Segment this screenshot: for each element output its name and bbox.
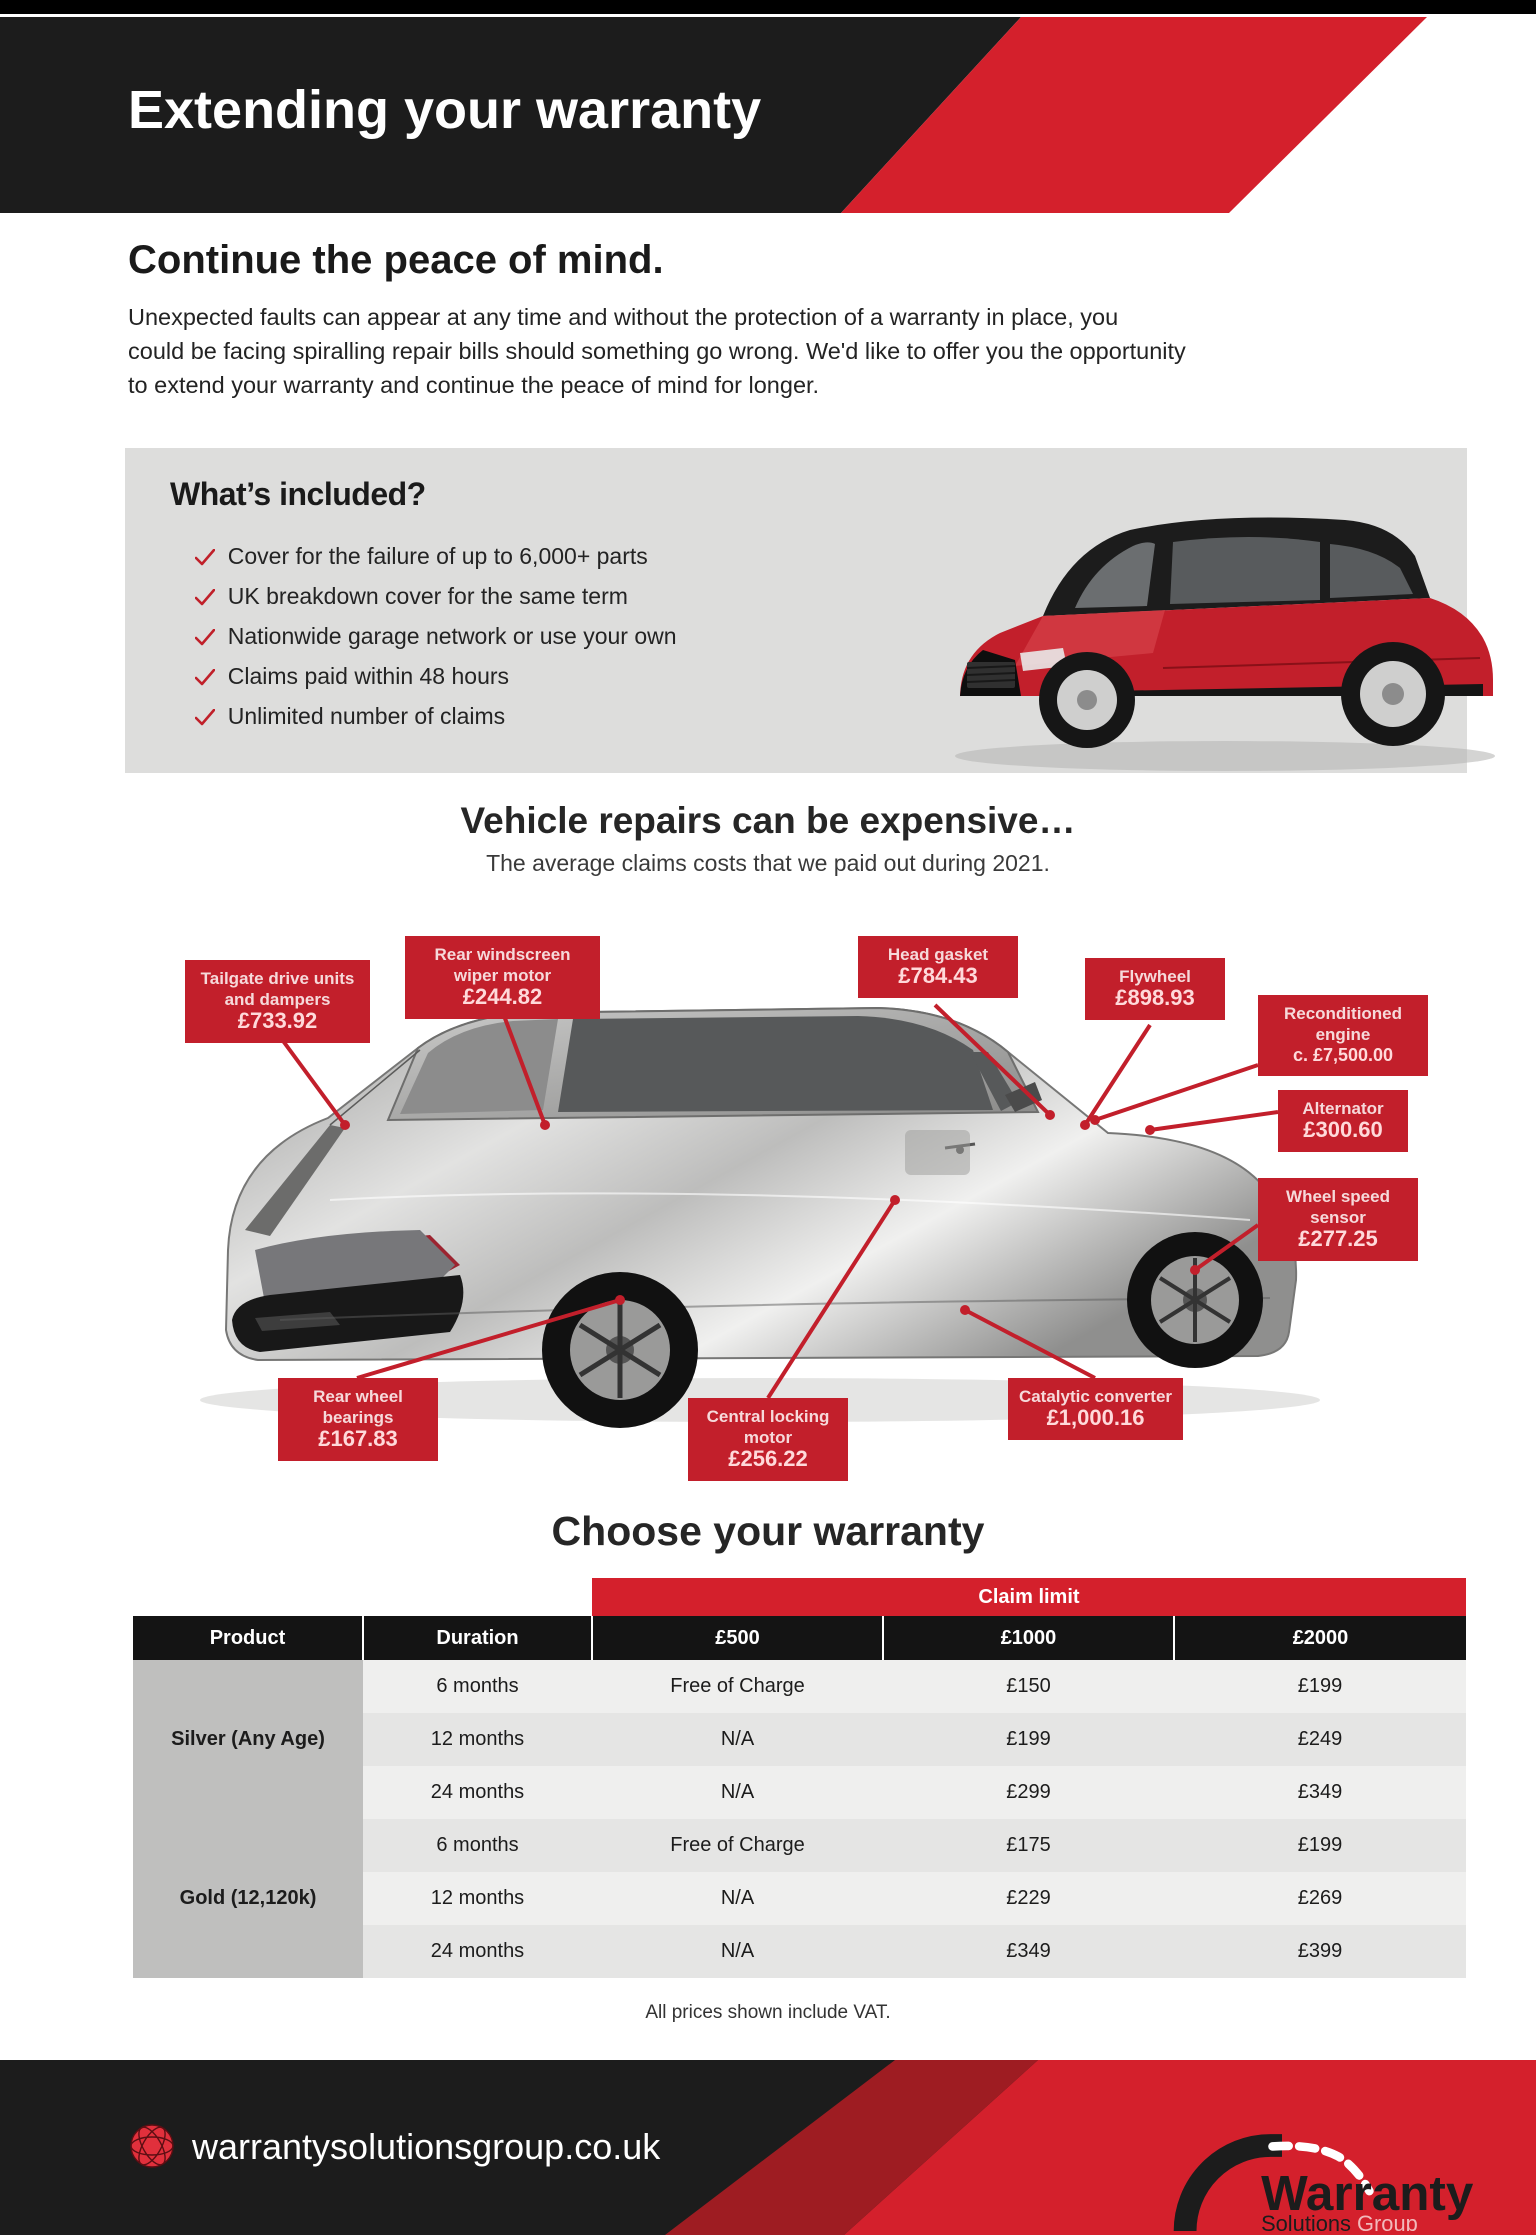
- svg-text:Solutions Group: Solutions Group: [1261, 2211, 1418, 2231]
